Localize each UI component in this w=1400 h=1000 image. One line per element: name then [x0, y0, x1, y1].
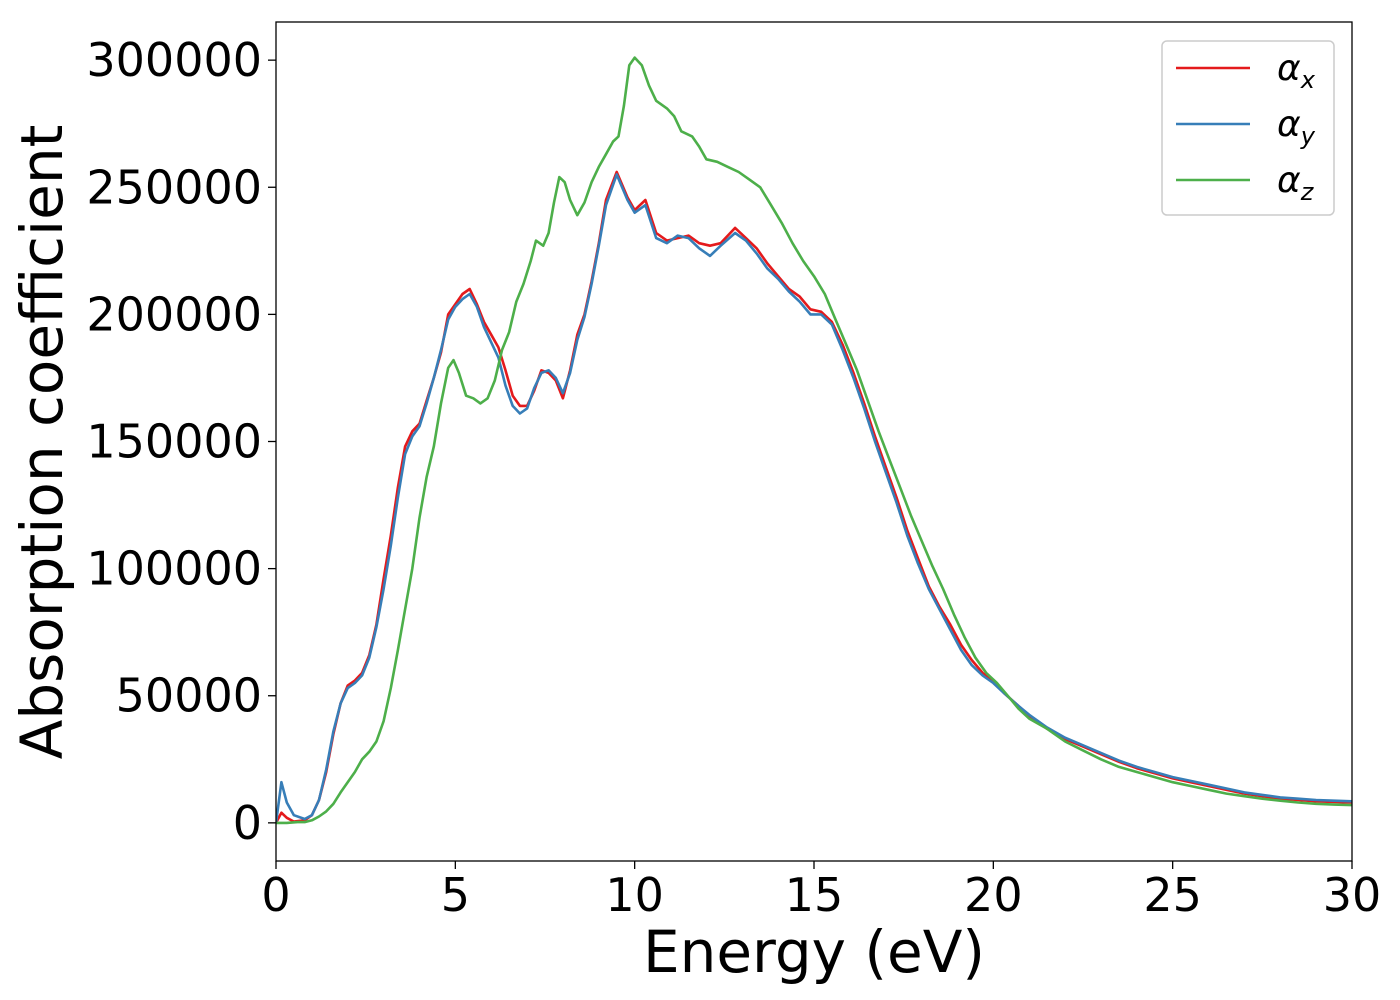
y-tick-label: 200000 — [86, 287, 262, 341]
y-tick-label: 250000 — [86, 160, 262, 214]
x-tick-label: 30 — [1323, 868, 1382, 922]
x-tick-label: 0 — [261, 868, 290, 922]
legend-label-y: αy — [1277, 104, 1316, 150]
y-tick-label: 150000 — [86, 415, 262, 469]
series-line-x — [276, 170, 1352, 825]
legend-box — [1161, 40, 1335, 216]
y-tick-label: 50000 — [116, 669, 262, 723]
x-axis: 0 5 10 15 20 25 30 — [261, 861, 1381, 922]
legend-label-x: αx — [1277, 48, 1316, 94]
x-axis-title: Energy (eV) — [643, 918, 985, 986]
y-tick-label: 0 — [233, 796, 262, 850]
y-axis: 0 50000 100000 150000 200000 250000 300000 — [86, 33, 276, 850]
series-layer — [276, 56, 1352, 825]
series-line-y — [276, 173, 1352, 825]
x-tick-label: 15 — [785, 868, 844, 922]
x-tick-label: 5 — [441, 868, 470, 922]
legend-label-z: αz — [1277, 160, 1315, 206]
series-line-z — [276, 56, 1352, 825]
legend-items: αx αy αz — [1176, 48, 1316, 206]
x-tick-label: 20 — [964, 868, 1023, 922]
x-tick-label: 25 — [1143, 868, 1202, 922]
legend: αx αy αz — [1161, 40, 1335, 216]
y-tick-label: 300000 — [86, 33, 262, 87]
x-tick-label: 10 — [605, 868, 664, 922]
y-axis-title: Absorption coefficient — [8, 125, 76, 760]
y-tick-label: 100000 — [86, 542, 262, 596]
